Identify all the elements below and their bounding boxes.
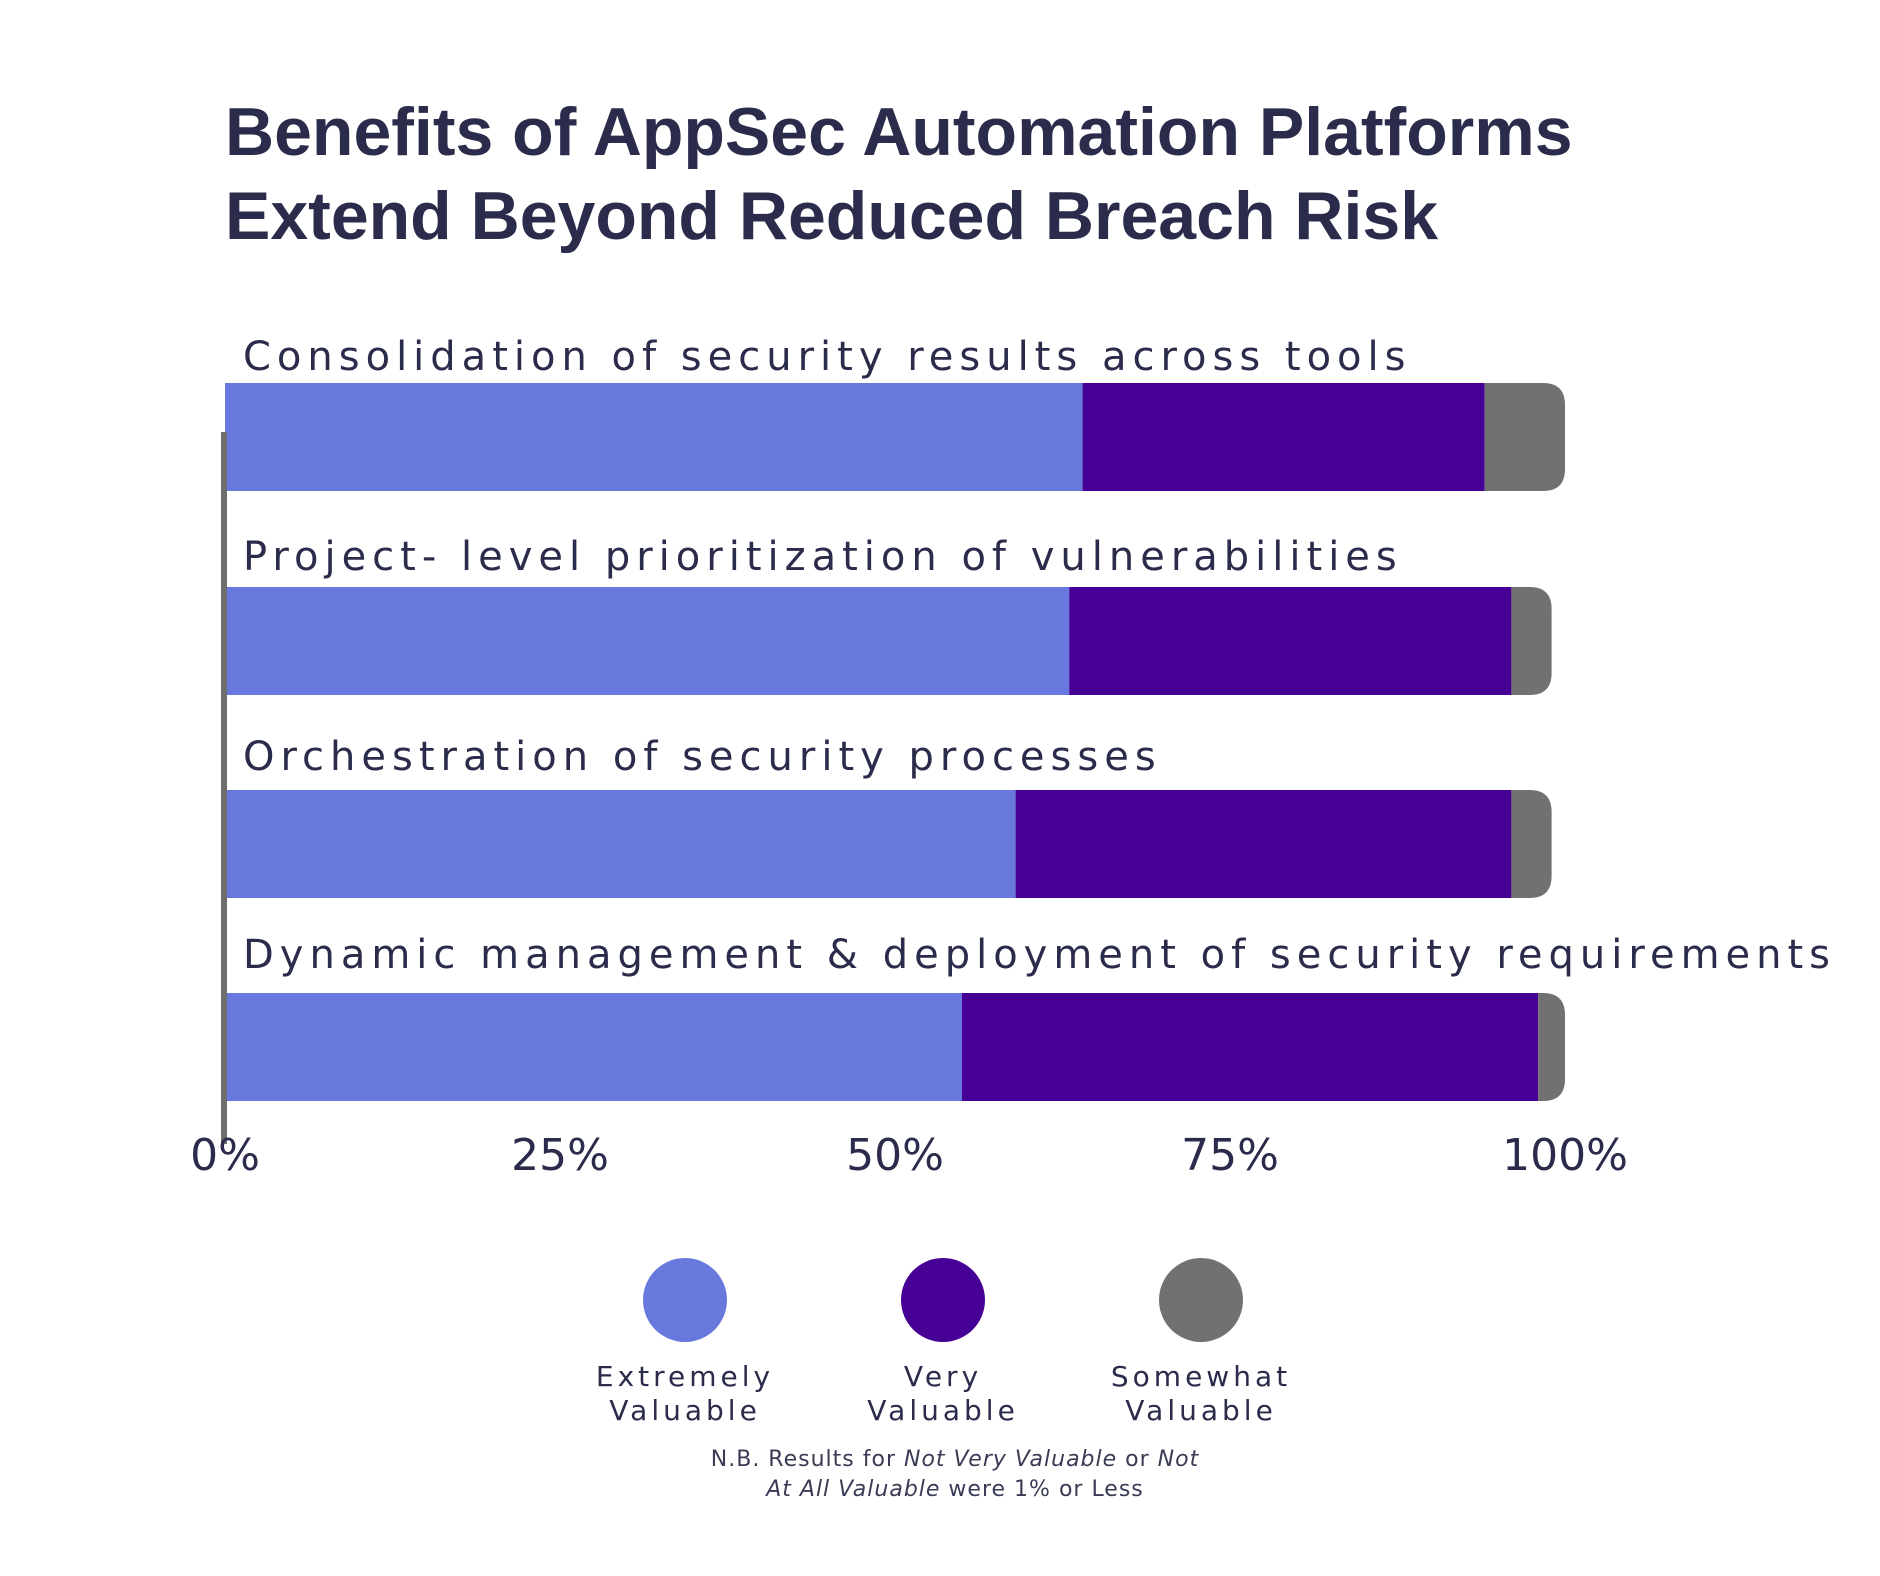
bar-row: Orchestration of security processes <box>225 734 1552 898</box>
category-label: Dynamic management & deployment of secur… <box>243 932 1836 978</box>
tick-label: 50% <box>846 1130 944 1181</box>
legend-label: Very <box>904 1360 982 1393</box>
category-label: Consolidation of security results across… <box>243 334 1411 380</box>
bar-segment <box>1484 383 1565 491</box>
footnote-segment: At All Valuable <box>764 1477 940 1502</box>
bar-segment <box>962 993 1539 1101</box>
footnote: N.B. Results for Not Very Valuable or No… <box>711 1447 1200 1502</box>
footnote-segment: Not Very Valuable <box>904 1447 1117 1472</box>
bar-segment <box>1082 383 1485 491</box>
bar-row: Project- level prioritization of vulnera… <box>225 534 1552 695</box>
bar-segment <box>225 383 1083 491</box>
chart-title: Benefits of AppSec Automation Platforms E… <box>225 94 1573 254</box>
bar-segment <box>1069 587 1512 695</box>
bar-segment <box>1511 790 1552 898</box>
footnote-line: At All Valuable were 1% or Less <box>764 1477 1144 1502</box>
bar-row: Dynamic management & deployment of secur… <box>225 932 1836 1101</box>
tick-label: 0% <box>190 1130 260 1181</box>
legend: ExtremelyValuableVeryValuableSomewhatVal… <box>596 1258 1291 1427</box>
footnote-segment: Not <box>1158 1447 1200 1472</box>
legend-swatch <box>901 1258 985 1342</box>
legend-label: Valuable <box>1125 1394 1277 1427</box>
footnote-line: N.B. Results for Not Very Valuable or No… <box>711 1447 1200 1472</box>
category-label: Project- level prioritization of vulnera… <box>243 534 1403 580</box>
bar-segment <box>225 587 1070 695</box>
bar-segment <box>1015 790 1512 898</box>
legend-swatch <box>643 1258 727 1342</box>
tick-label: 75% <box>1181 1130 1279 1181</box>
tick-label: 100% <box>1502 1130 1628 1181</box>
footnote-segment: N.B. Results for <box>711 1447 904 1472</box>
legend-label: Somewhat <box>1111 1360 1291 1393</box>
bar-segment <box>225 790 1016 898</box>
legend-label: Extremely <box>596 1360 774 1393</box>
bar-segment <box>1511 587 1552 695</box>
title-line: Benefits of AppSec Automation Platforms <box>225 94 1573 170</box>
legend-swatch <box>1159 1258 1243 1342</box>
bar-segment <box>1538 993 1565 1101</box>
y-axis-line <box>221 432 227 1144</box>
category-label: Orchestration of security processes <box>243 734 1162 780</box>
tick-label: 25% <box>511 1130 609 1181</box>
bar-segment <box>225 993 962 1101</box>
bar-row: Consolidation of security results across… <box>225 334 1565 491</box>
title-line: Extend Beyond Reduced Breach Risk <box>225 178 1438 254</box>
bars: Consolidation of security results across… <box>225 334 1836 1101</box>
legend-label: Valuable <box>609 1394 761 1427</box>
legend-label: Valuable <box>867 1394 1019 1427</box>
x-axis: 0% 25% 50% 75% 100% <box>190 432 1628 1181</box>
footnote-segment: or <box>1117 1447 1158 1472</box>
footnote-segment: were 1% or Less <box>940 1477 1143 1502</box>
